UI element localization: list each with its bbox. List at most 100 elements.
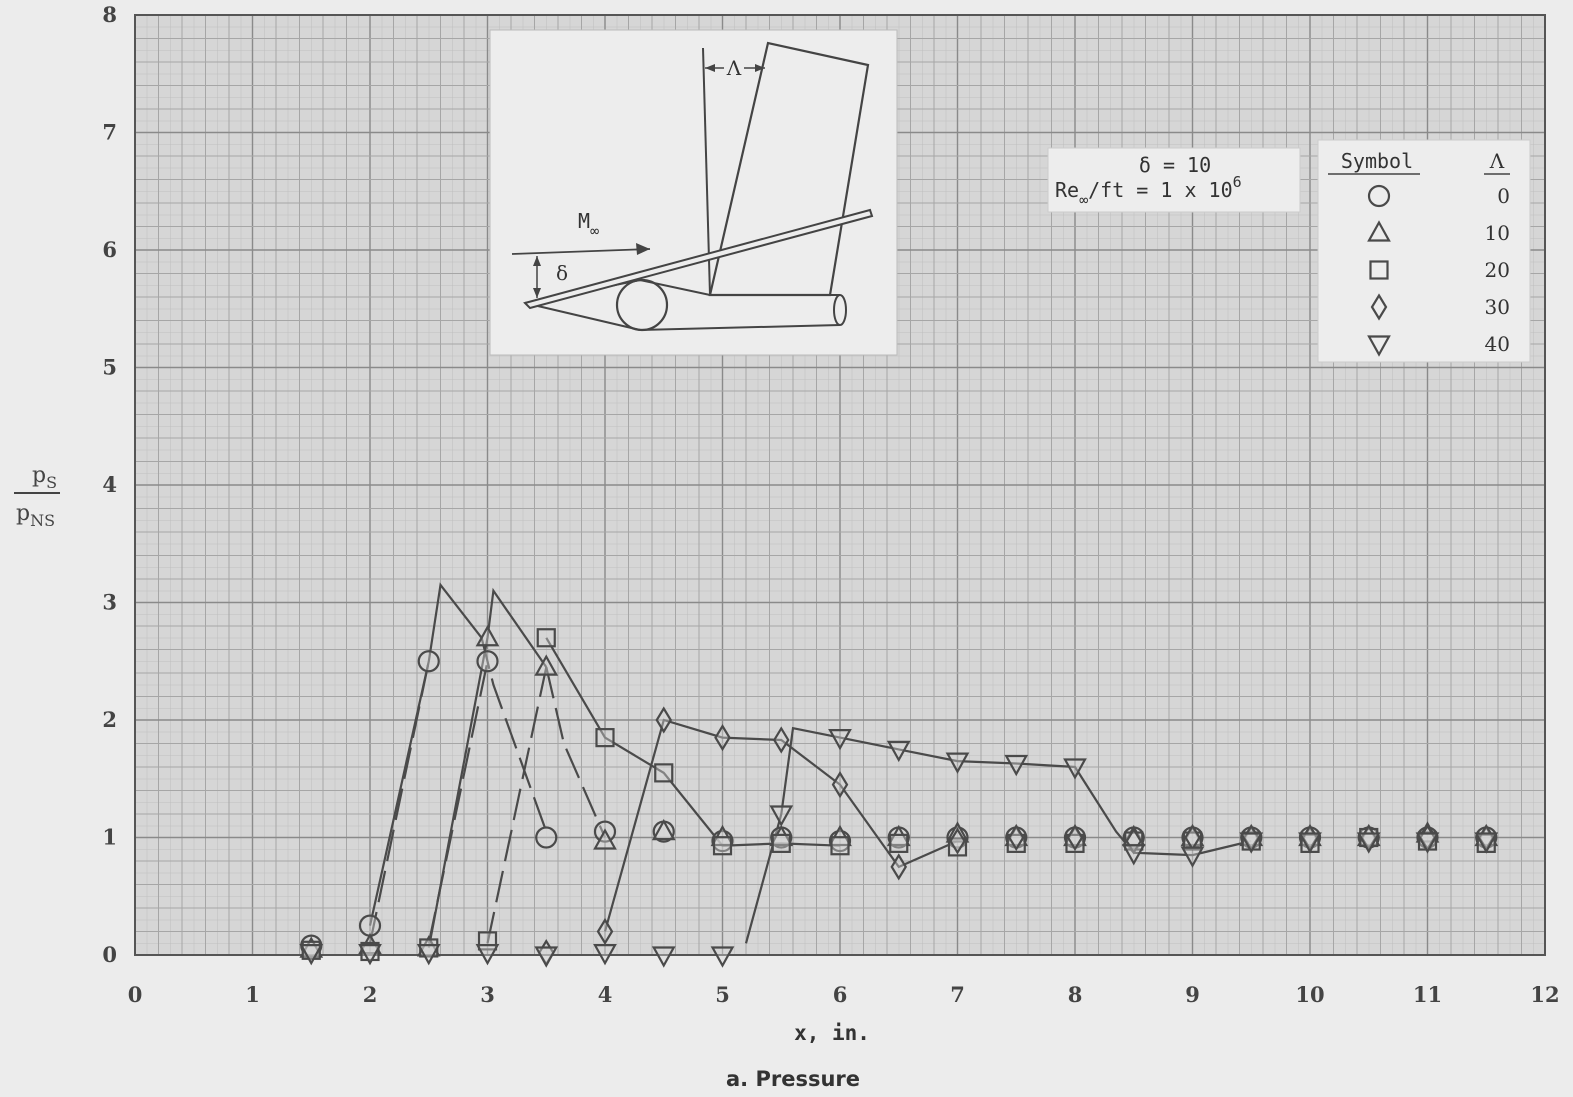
legend-symbol-header: Symbol	[1341, 149, 1413, 173]
data-point-triangle-up	[475, 624, 500, 647]
sketch-delta-label: δ	[556, 261, 568, 285]
y-tick-labels: 0 1 2 3 4 5 6 7 8	[102, 2, 117, 967]
data-point-triangle-down	[710, 946, 735, 968]
svg-text:pNS: pNS	[16, 501, 55, 530]
data-point-circle	[358, 914, 382, 937]
dashed-line	[427, 661, 489, 944]
series-line-40	[744, 726, 1252, 944]
x-tick-label: 2	[363, 982, 378, 1007]
sketch-sweep-label: Λ	[726, 56, 742, 80]
y-axis-label: pS pNS	[14, 463, 60, 530]
data-point-diamond	[890, 853, 908, 881]
data-point-triangle-up	[769, 824, 794, 847]
y-tick-label: 6	[102, 237, 117, 262]
data-point-triangle-up	[828, 824, 852, 847]
x-tick-label: 4	[598, 982, 613, 1007]
y-tick-label: 1	[102, 825, 117, 850]
y-label-num: p	[32, 463, 46, 488]
legend-value: 0	[1497, 184, 1510, 208]
data-point-diamond	[1184, 823, 1201, 852]
series-line-30	[603, 718, 958, 932]
data-point-circle	[535, 826, 558, 849]
sketch-body-circle	[615, 278, 669, 332]
y-label-den: p	[16, 501, 30, 526]
sketch-sweep-arrowhead-left	[705, 64, 715, 72]
legend-marker-triangle-up	[1367, 220, 1391, 242]
conditions-delta: δ = 10	[1139, 153, 1211, 177]
y-tick-label: 0	[102, 942, 117, 967]
data-point-triangle-down	[1239, 832, 1264, 854]
dashed-line	[480, 637, 548, 832]
data-point-diamond	[714, 724, 731, 752]
legend-marker-square	[1369, 260, 1389, 280]
data-point-triangle-up	[886, 824, 911, 847]
dashed-line	[486, 666, 548, 944]
data-point-triangle-down	[1298, 832, 1322, 854]
conditions-background	[1047, 147, 1301, 213]
data-point-diamond	[655, 706, 673, 734]
data-point-triangle-down	[886, 740, 911, 763]
legend: Symbol Λ 0 10 20 30 40	[1317, 139, 1531, 363]
data-point-diamond	[772, 726, 790, 754]
legend-rows: 0 10 20 30 40	[1367, 184, 1510, 357]
x-tick-label: 0	[128, 982, 143, 1007]
sketch-delta-arrowhead-bottom	[533, 288, 541, 298]
data-point-triangle-down	[945, 752, 970, 774]
data-point-square	[889, 833, 909, 853]
sketch-background	[489, 29, 898, 356]
x-tick-label: 3	[480, 982, 495, 1007]
svg-text:Re∞/ft = 1 x 106: Re∞/ft = 1 x 106	[1055, 173, 1242, 209]
data-point-diamond	[949, 827, 966, 855]
data-point-triangle-down	[1474, 832, 1499, 854]
data-point-triangle-down	[1121, 844, 1146, 866]
data-point-square	[536, 628, 556, 648]
data-point-diamond	[1007, 823, 1025, 852]
y-label-num-sub: S	[46, 473, 57, 492]
legend-marker-triangle-down	[1367, 335, 1391, 357]
conditions-re-sub: ∞	[1079, 191, 1088, 209]
data-point-triangle-up	[593, 828, 617, 850]
sketch-body-end	[833, 294, 847, 326]
svg-text:M∞: M∞	[578, 209, 599, 240]
svg-text:pS: pS	[32, 463, 57, 492]
data-point-diamond	[1066, 823, 1084, 852]
data-point-triangle-up	[651, 818, 676, 841]
legend-value: 40	[1485, 332, 1510, 356]
model-sketch-inset: Λ M∞ δ	[489, 29, 898, 356]
data-point-square	[712, 836, 733, 856]
x-tick-label: 10	[1295, 982, 1324, 1007]
data-point-square	[830, 836, 850, 856]
data-point-triangle-down	[651, 946, 676, 968]
data-point-triangle-down	[1180, 846, 1205, 868]
x-tick-label: 6	[833, 982, 848, 1007]
data-point-diamond	[1125, 827, 1143, 855]
data-point-triangle-down	[475, 944, 500, 966]
x-tick-labels: 0 1 2 3 4 5 6 7 8 9 10 11 12	[128, 982, 1560, 1007]
series-line-0	[368, 582, 483, 926]
conditions-re-prefix: Re	[1055, 178, 1079, 202]
dashed-line	[545, 666, 607, 838]
legend-value: 20	[1485, 258, 1510, 282]
sketch-mach-label: M	[578, 209, 590, 233]
conditions-re-exp: 6	[1233, 173, 1242, 191]
data-point-triangle-down	[358, 944, 382, 966]
y-tick-label: 4	[102, 472, 117, 497]
data-point-diamond	[596, 917, 614, 946]
x-tick-label: 8	[1068, 982, 1083, 1007]
data-point-triangle-down	[299, 944, 324, 966]
x-tick-label: 1	[245, 982, 260, 1007]
legend-background	[1317, 139, 1531, 363]
data-point-triangle-down	[769, 805, 794, 827]
y-tick-label: 5	[102, 355, 117, 380]
y-tick-label: 3	[102, 590, 117, 615]
data-point-triangle-down	[1415, 832, 1440, 854]
data-point-circle	[417, 650, 440, 673]
series-markers	[299, 624, 1499, 968]
data-point-triangle-down	[1356, 832, 1381, 854]
data-point-circle	[476, 650, 499, 673]
y-label-den-sub: NS	[30, 511, 55, 530]
conditions-re-body: /ft = 1 x 10	[1088, 178, 1233, 202]
sketch-sweep-arrowhead-right	[755, 64, 765, 72]
data-point-square	[654, 763, 674, 783]
